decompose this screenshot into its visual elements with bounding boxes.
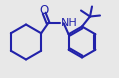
Text: O: O [40,4,49,17]
Text: NH: NH [61,18,77,28]
